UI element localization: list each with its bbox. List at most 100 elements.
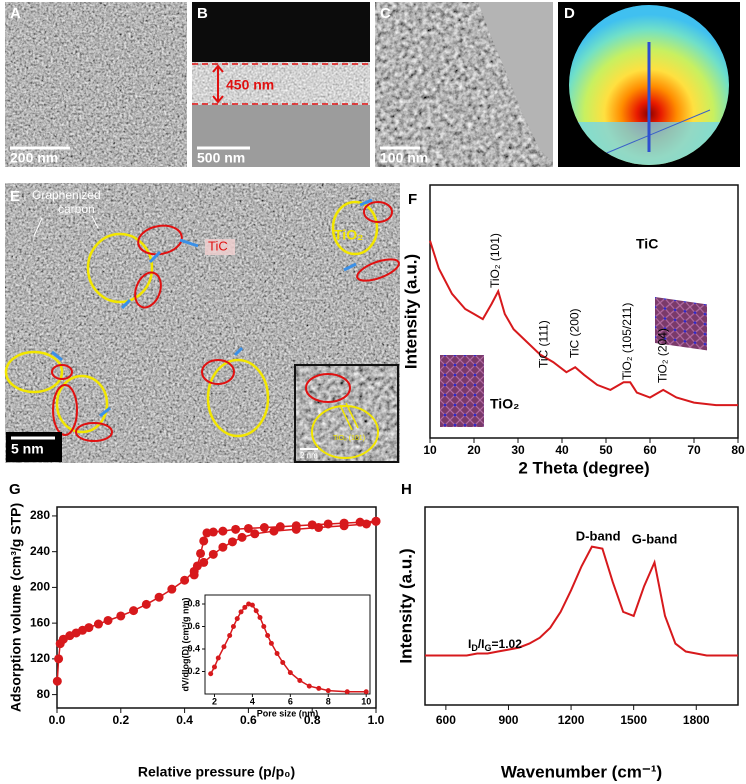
y-tick-label: 200: [30, 580, 50, 594]
series-marker: [129, 606, 139, 616]
series-marker: [269, 526, 279, 536]
x-axis-title: 2 Theta (degree): [518, 458, 649, 477]
lattice-lines: [339, 402, 359, 431]
domain: [206, 358, 270, 438]
panel-label: E: [10, 188, 20, 205]
domain: [134, 271, 162, 309]
series-marker: [291, 521, 301, 531]
x-tick-label: 1500: [620, 713, 647, 727]
series-marker: [250, 529, 260, 539]
series-marker: [218, 542, 228, 552]
y-tick-label: 280: [30, 508, 50, 522]
domain: [52, 384, 78, 436]
series-marker: [371, 516, 381, 526]
panel-label: C: [380, 5, 391, 22]
tio2-structure: [440, 355, 484, 427]
tic-domains: [51, 201, 400, 442]
x-tick-label: 600: [436, 713, 456, 727]
panel-c: C 100 nm: [375, 2, 553, 167]
series-marker: [231, 524, 241, 534]
x-tick-label: 50: [599, 443, 613, 457]
domain: [331, 200, 379, 256]
series-marker: [234, 616, 240, 622]
series-marker: [192, 561, 202, 571]
y-tick-label: 160: [30, 615, 50, 629]
y-axis-title: Intensity (a.u.): [396, 548, 415, 663]
series-marker: [154, 592, 164, 602]
y-axis-title: Adsorption volume (cm³/g STP): [8, 503, 24, 712]
x-tick-label: 60: [643, 443, 657, 457]
series-marker: [227, 633, 233, 638]
tio2-domains: [4, 200, 379, 438]
series-marker: [268, 640, 274, 646]
x-tick-label: 0.2: [112, 713, 129, 727]
series-marker: [167, 584, 177, 594]
series-marker: [249, 602, 255, 608]
panel-b: 450 nm B 500 nm: [192, 2, 370, 167]
substrate-top: [192, 2, 370, 62]
series-marker: [259, 523, 269, 533]
y-axis-title: Intensity (a.u.): [401, 254, 420, 369]
annotation: Graphenized: [32, 188, 101, 202]
panel-label: G: [9, 481, 21, 498]
ratio-part: G: [485, 643, 492, 653]
series-marker: [103, 615, 113, 625]
tio2-label: TiO₂: [334, 227, 363, 243]
ratio-label: ID/IG=1.02: [468, 637, 522, 653]
inset-background: [205, 595, 370, 694]
scale-bar-label: 5 nm: [11, 441, 44, 457]
domain: [55, 374, 109, 434]
x-tick-label: 1200: [558, 713, 585, 727]
ratio-part: =1.02: [492, 637, 523, 651]
series-marker: [93, 619, 103, 629]
series-marker: [180, 575, 190, 585]
series-marker: [306, 683, 312, 689]
panel-e: TiC TiO₂ Graphenized carbon TiO₂ (101) 2…: [4, 183, 400, 463]
pointers: [33, 215, 99, 237]
plot-frame: [204, 594, 371, 695]
domain: [305, 373, 351, 403]
series-marker: [297, 678, 303, 683]
series-marker: [84, 623, 94, 633]
series-marker: [253, 608, 259, 614]
x-tick-label: 2: [212, 696, 217, 706]
domain: [356, 258, 400, 282]
structure-label: TiC: [636, 236, 658, 252]
series-marker: [218, 526, 228, 536]
series-marker: [246, 601, 252, 607]
x-tick-label: 1800: [683, 713, 710, 727]
vacuum-region: [478, 2, 553, 162]
domain: [4, 350, 64, 394]
series-marker: [189, 570, 199, 580]
x-tick-label: 20: [467, 443, 481, 457]
domain: [75, 422, 113, 442]
series-marker: [261, 624, 267, 629]
x-axis-title: Pore size (nm): [257, 708, 319, 718]
x-axis-title: Relative pressure (p/p₀): [138, 764, 295, 780]
series-marker: [265, 633, 271, 638]
tic-label: TiC: [208, 238, 228, 253]
panel-label: D: [564, 5, 575, 22]
series-marker: [316, 685, 322, 691]
y-tick-label: 0.2: [187, 666, 200, 676]
domain: [86, 232, 154, 304]
inset-plane: TiO₂ (101): [333, 435, 365, 442]
series-marker: [243, 523, 253, 533]
x-tick-label: 8: [326, 696, 331, 706]
peak-label: TiO₂ (105/211): [620, 303, 634, 380]
y-tick-label: 120: [30, 651, 50, 665]
series-line: [429, 240, 738, 407]
series-marker: [275, 522, 285, 532]
series-marker: [257, 615, 263, 620]
series-marker: [355, 517, 365, 527]
tic-structure: [655, 297, 707, 351]
x-tick-label: 900: [498, 713, 518, 727]
series-marker: [363, 689, 369, 695]
y-tick-label: 0.8: [187, 598, 200, 608]
peak-label: TiO₂ (101): [488, 233, 502, 288]
series-marker: [52, 676, 62, 686]
panel-d: D: [558, 2, 740, 167]
label-box: [205, 239, 235, 255]
domain: [137, 224, 183, 256]
